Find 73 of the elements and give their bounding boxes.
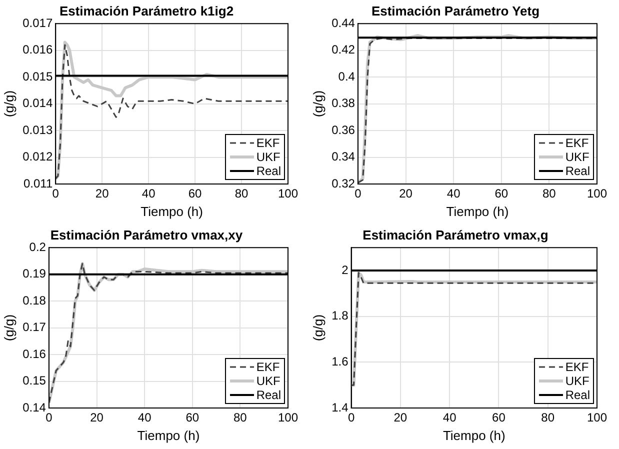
x-tick-label: 0 (46, 410, 53, 425)
y-tick-label: 1.8 (332, 308, 349, 323)
x-tick-label: 0 (354, 186, 362, 201)
chart-title: Estimación Parámetro vmax,g (362, 227, 548, 242)
y-tick-label: 0.44 (332, 16, 356, 30)
legend-label: EKF (565, 136, 589, 150)
y-tick-label: 0.42 (332, 42, 356, 57)
x-tick-label: 80 (234, 410, 248, 425)
y-tick-label: 0.32 (332, 176, 356, 190)
y-tick-label: 0.013 (22, 122, 53, 137)
x-tick-label: 0 (348, 410, 355, 425)
legend-label: UKF (256, 374, 280, 388)
x-axis-title: Tiempo (h) (140, 204, 203, 219)
x-tick-label: 80 (542, 186, 556, 201)
y-tick-label: 0.14 (22, 400, 46, 414)
chart-title: Estimación Parámetro k1ig2 (59, 3, 234, 18)
legend-label: Real (565, 388, 590, 402)
y-tick-label: 0.15 (22, 374, 46, 388)
legend-label: UKF (256, 150, 280, 164)
y-tick-label: 1.6 (332, 354, 349, 368)
chart-title: Estimación Parámetro Yetg (371, 3, 540, 18)
x-tick-label: 40 (138, 410, 152, 425)
y-tick-label: 0.016 (22, 42, 53, 57)
x-tick-label: 40 (442, 410, 457, 425)
legend-label: UKF (565, 374, 590, 388)
x-axis-title: Tiempo (h) (442, 428, 506, 443)
x-tick-label: 100 (586, 186, 608, 201)
x-axis-title: Tiempo (h) (446, 204, 509, 219)
y-tick-label: 0.2 (29, 240, 46, 254)
y-axis-title: (g/g) (310, 314, 326, 342)
x-tick-label: 100 (586, 410, 608, 425)
y-tick-label: 0.17 (22, 320, 46, 334)
y-tick-label: 0.015 (22, 69, 53, 84)
y-axis-title: (g/g) (1, 90, 16, 118)
legend-label: EKF (256, 136, 280, 150)
y-tick-label: 0.19 (22, 266, 46, 281)
x-tick-label: 60 (188, 186, 202, 201)
y-tick-label: 0.012 (22, 150, 53, 164)
legend-label: EKF (565, 360, 589, 374)
x-tick-label: 80 (234, 186, 249, 201)
y-tick-label: 0.011 (23, 176, 53, 190)
x-tick-label: 40 (142, 186, 156, 201)
x-tick-label: 20 (399, 186, 413, 201)
x-tick-label: 60 (492, 410, 506, 425)
legend-label: EKF (256, 360, 280, 374)
x-axis-title: Tiempo (h) (137, 428, 200, 443)
y-tick-label: 0.34 (332, 150, 356, 164)
legend-label: Real (256, 164, 281, 178)
x-tick-label: 80 (541, 410, 555, 425)
y-tick-label: 0.18 (22, 293, 46, 308)
y-tick-label: 0.36 (332, 122, 356, 137)
legend-label: Real (565, 164, 590, 178)
y-tick-label: 0.16 (22, 346, 46, 361)
x-tick-label: 100 (278, 410, 298, 425)
x-tick-label: 60 (186, 410, 200, 425)
y-tick-label: 1.4 (332, 400, 349, 414)
x-tick-label: 20 (95, 186, 110, 201)
x-tick-label: 60 (494, 186, 508, 201)
chart-title: Estimación Parámetro vmax,xy (50, 227, 244, 242)
x-tick-label: 0 (52, 186, 60, 201)
x-tick-label: 20 (394, 410, 408, 425)
legend-label: Real (256, 388, 281, 402)
x-tick-label: 20 (90, 410, 104, 425)
y-tick-label: 0.017 (22, 16, 53, 30)
y-tick-label: 0.4 (338, 69, 356, 84)
y-axis-title: (g/g) (1, 314, 16, 342)
x-tick-label: 40 (446, 186, 461, 201)
y-tick-label: 2 (342, 262, 349, 277)
y-tick-label: 0.38 (332, 96, 356, 110)
legend-label: UKF (565, 150, 590, 164)
y-tick-label: 0.014 (22, 96, 53, 110)
y-axis-title: (g/g) (310, 90, 326, 118)
x-tick-label: 100 (278, 186, 298, 201)
